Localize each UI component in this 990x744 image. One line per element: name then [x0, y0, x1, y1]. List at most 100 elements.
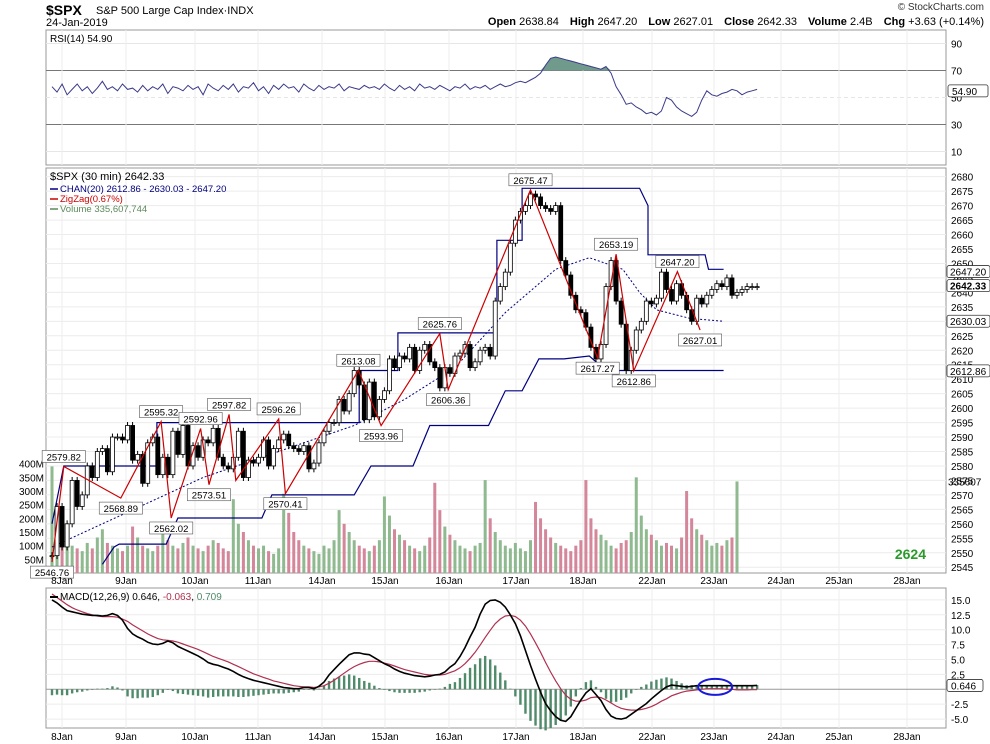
- volume-bar: [70, 545, 74, 573]
- candle-body: [205, 439, 211, 444]
- price-right-label: 2647.20: [950, 268, 987, 279]
- rsi-overbought-fill: [540, 57, 612, 71]
- candle-body: [754, 286, 760, 289]
- volume-bar: [297, 540, 301, 573]
- macd-histogram-bar: [443, 686, 447, 690]
- macd-legend-value: MACD(12,26,9) 0.646,: [60, 592, 163, 603]
- macd-tick-label: -5.0: [951, 715, 969, 726]
- volume-bar: [413, 548, 417, 573]
- volume-bar: [110, 545, 114, 573]
- macd-histogram-bar: [584, 682, 588, 690]
- macd-histogram-bar: [322, 685, 326, 690]
- candle-body: [160, 456, 166, 476]
- zigzag-label: 2653.19: [599, 240, 633, 251]
- price-right-box: [946, 265, 990, 278]
- macd-histogram-bar: [640, 686, 643, 690]
- zigzag-label-box: [98, 501, 143, 515]
- candle-body: [729, 277, 735, 296]
- volume-bar: [332, 540, 336, 573]
- candle-body: [749, 286, 755, 289]
- macd-legend: MACD(12,26,9) 0.646, -0.063, 0.709: [60, 592, 222, 603]
- zigzag-label: 2606.36: [431, 396, 465, 407]
- macd-histogram-bar: [393, 689, 396, 693]
- volume-bar: [639, 515, 643, 573]
- macd-histogram-bar: [337, 676, 341, 690]
- volume-bar: [544, 529, 548, 573]
- volume-bar: [387, 515, 391, 573]
- legend-entry: ZigZag(0.67%): [60, 194, 123, 205]
- macd-tick-label: 5.0: [951, 655, 965, 666]
- volume-bar: [695, 529, 699, 573]
- macd-histogram-bar: [740, 685, 744, 690]
- volume-tick-label: 300M: [19, 487, 44, 498]
- zigzag-label: 2617.27: [580, 364, 614, 375]
- candle-body: [502, 271, 508, 288]
- volume-bar: [569, 551, 573, 573]
- price-tick-label: 2680: [951, 173, 974, 184]
- macd-histogram-bar: [116, 687, 119, 690]
- volume-bar: [498, 540, 502, 573]
- macd-histogram-bar: [473, 664, 477, 690]
- candle-body: [533, 193, 538, 198]
- candle-body: [311, 462, 317, 470]
- candle-body: [346, 393, 352, 412]
- macd-histogram-bar: [564, 689, 567, 716]
- candle-body: [69, 480, 75, 525]
- macd-histogram-bar: [146, 689, 149, 698]
- volume-bar: [528, 540, 532, 573]
- volume-bar: [559, 545, 563, 573]
- candle-body: [548, 208, 554, 212]
- macd-histogram-bar: [257, 689, 260, 696]
- zigzag-label-box: [256, 402, 301, 416]
- macd-tick-label: 7.5: [951, 641, 965, 652]
- volume-tick-label: 50M: [25, 555, 44, 566]
- zigzag-label: 2625.76: [423, 320, 457, 331]
- volume-bar: [664, 542, 668, 573]
- x-tick-label: 17Jan: [502, 576, 529, 587]
- price-tick-label: 2545: [951, 563, 974, 574]
- volume-bar: [267, 551, 271, 573]
- macd-histogram-bar: [91, 689, 94, 690]
- candle-body: [376, 399, 382, 418]
- macd-histogram-bar: [388, 689, 391, 692]
- candle-body: [412, 346, 418, 371]
- candle-body: [351, 370, 357, 395]
- volume-bar: [725, 540, 729, 573]
- candle-body: [130, 425, 135, 461]
- volume-bar: [100, 529, 104, 573]
- macd-histogram-bar: [579, 688, 583, 690]
- macd-tick-label: 10.0: [951, 626, 971, 637]
- volume-bar: [317, 553, 321, 573]
- volume-bar: [146, 548, 150, 573]
- price-tick-label: 2655: [951, 245, 974, 256]
- price-right-box: [946, 279, 990, 293]
- zigzag-label-box: [611, 374, 656, 388]
- volume-bar: [277, 548, 281, 573]
- macd-tick-label: -2.5: [951, 700, 969, 711]
- candle-body: [744, 286, 750, 290]
- volume-bar: [141, 545, 145, 573]
- macd-histogram-bar: [358, 677, 361, 690]
- candle-body: [170, 430, 176, 476]
- volume-bar: [151, 551, 155, 573]
- macd-histogram-bar: [151, 689, 154, 698]
- macd-histogram-bar: [342, 675, 346, 690]
- macd-current-label: 0.646: [951, 681, 976, 692]
- rsi-current-label: 54.90: [952, 87, 977, 98]
- x-tick-label: 22Jan: [638, 576, 665, 587]
- price-tick-label: 2640: [951, 288, 974, 299]
- macd-histogram-bar: [267, 689, 270, 695]
- volume-bar: [408, 545, 412, 573]
- candle-body: [472, 361, 478, 369]
- brand-watermark: © StockCharts.com: [897, 2, 984, 13]
- price-tick-label: 2670: [951, 202, 974, 213]
- volume-bar: [171, 545, 175, 573]
- candle-body: [286, 433, 292, 447]
- volume-bar: [423, 545, 427, 573]
- macd-histogram-bar: [141, 689, 144, 698]
- macd-histogram-bar: [363, 680, 366, 690]
- macd-histogram-bar: [277, 689, 280, 694]
- candle-body: [553, 205, 559, 212]
- macd-histogram-bar: [297, 689, 301, 692]
- volume-tick-label: 100M: [19, 542, 44, 553]
